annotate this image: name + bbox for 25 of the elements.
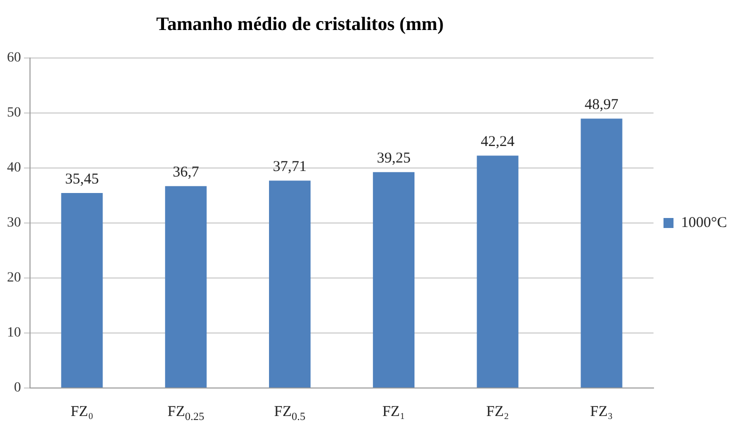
data-label: 48,97 (584, 97, 619, 114)
legend-label: 1000°C (680, 214, 728, 231)
y-tick-label: 50 (7, 106, 21, 121)
y-tick-label: 10 (7, 326, 21, 341)
x-tick-label: FZ₃ (590, 404, 613, 420)
data-label: 42,24 (480, 134, 515, 150)
y-tick-label: 30 (7, 216, 21, 231)
x-tick-label: FZ₀ (70, 404, 94, 420)
data-label: 36,7 (172, 164, 200, 181)
bar (580, 118, 622, 388)
y-tick-label: 20 (7, 270, 21, 286)
data-label: 37,71 (272, 159, 307, 176)
x-tick-label: FZ₁ (382, 404, 406, 420)
bar (372, 172, 414, 388)
data-label: 39,25 (376, 150, 411, 167)
bar (165, 186, 207, 388)
bar (61, 193, 103, 388)
bar (269, 180, 311, 388)
y-tick-label: 40 (7, 160, 21, 176)
bar (476, 156, 518, 388)
y-tick-label: 0 (14, 380, 21, 396)
data-label: 35,45 (65, 171, 99, 188)
chart-title: Tamanho médio de cristalitos (mm) (155, 14, 445, 36)
y-tick-label: 60 (7, 50, 21, 66)
x-tick-label: FZ₂ (486, 404, 509, 420)
